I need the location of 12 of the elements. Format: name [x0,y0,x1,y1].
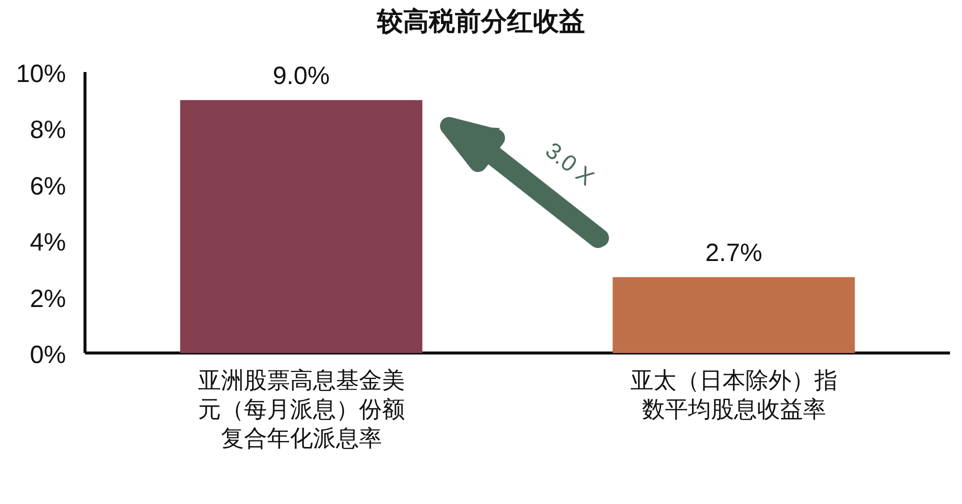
data-label: 9.0% [272,62,330,90]
y-tick-label: 4% [30,228,66,257]
data-label: 2.7% [705,239,762,268]
chart-title: 较高税前分红收益 [376,6,585,36]
y-tick-label: 6% [30,172,66,200]
y-tick-label: 10% [16,60,66,88]
x-tick-label: 亚太（日本除外）指数平均股息收益率 [630,367,838,422]
y-tick-label: 0% [30,341,66,369]
y-tick-label: 8% [30,116,66,144]
annotation: 3.0 X [540,136,600,190]
x-tick-label: 亚洲股票高息基金美元（每月派息）份额复合年化派息率 [198,367,405,451]
y-tick-label: 2% [30,284,66,313]
